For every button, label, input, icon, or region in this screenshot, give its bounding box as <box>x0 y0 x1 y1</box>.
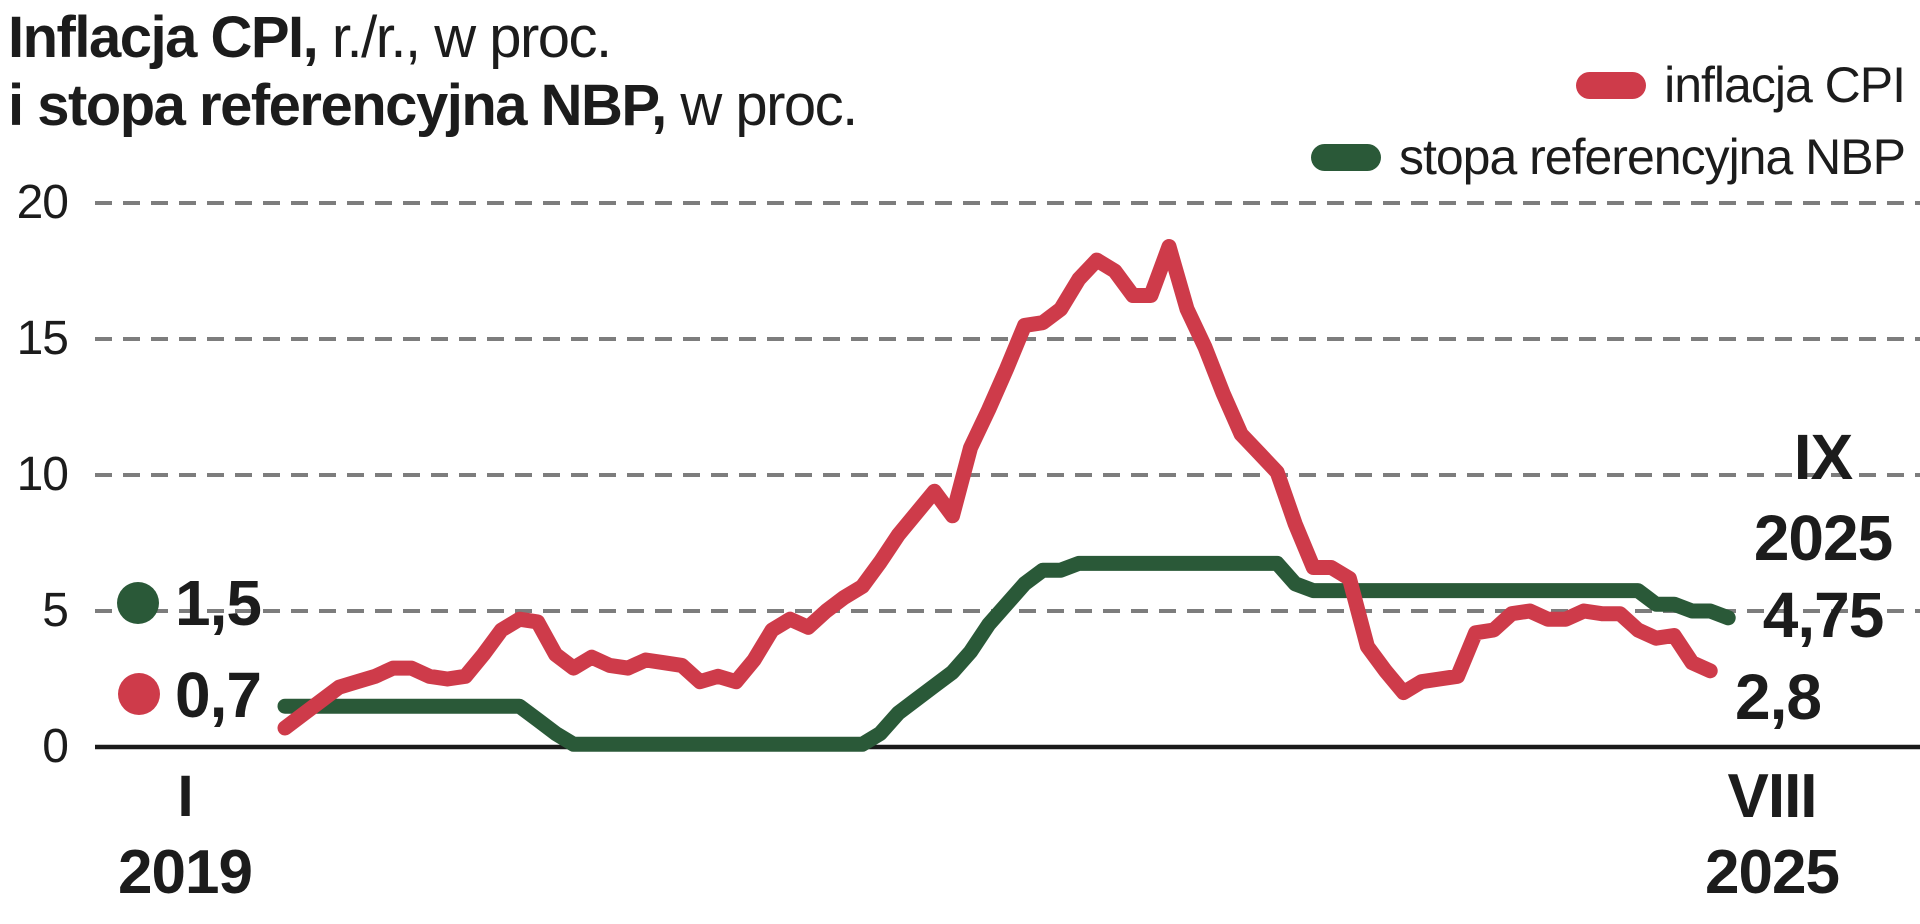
y-tick-label-15: 15 <box>16 312 69 365</box>
y-tick-label-0: 0 <box>42 720 69 773</box>
cpi-start-value: 0,7 <box>175 659 262 731</box>
title-line1-bold: Inflacja CPI, <box>8 5 319 70</box>
end-month-label: IX <box>1793 421 1853 493</box>
title-line2-rest: w proc. <box>665 73 858 138</box>
cpi-legend-label: inflacja CPI <box>1664 57 1906 113</box>
rate-end-value: 4,75 <box>1762 579 1885 651</box>
series-line-inflacja-CPI <box>277 239 1718 736</box>
title-line2-bold: i stopa referencyjna NBP, <box>8 73 667 138</box>
y-tick-label-10: 10 <box>16 448 69 501</box>
end-year-label: 2025 <box>1753 502 1893 574</box>
rate-start-dot <box>117 582 159 624</box>
legend-item-rate: stopa referencyjna NBP <box>1310 128 1906 186</box>
x-axis-left-month: I <box>177 764 193 829</box>
chart-title-line1: Inflacja CPI, r./r., w proc. <box>8 4 857 72</box>
chart-title-line2: i stopa referencyjna NBP, w proc. <box>8 72 858 140</box>
rate-start-value: 1,5 <box>175 567 262 639</box>
legend-item-cpi: inflacja CPI <box>1576 56 1906 114</box>
rate-legend-swatch <box>1310 143 1381 171</box>
cpi-start-dot <box>118 673 160 715</box>
y-tick-label-20: 20 <box>16 176 69 229</box>
title-line1-rest: r./r., w proc. <box>317 5 612 70</box>
x-axis-left-year: 2019 <box>118 838 253 907</box>
series-line-stopa-referencyjna-NBP <box>277 555 1736 752</box>
cpi-legend-swatch <box>1576 71 1647 99</box>
x-axis-right-year: 2025 <box>1705 838 1840 907</box>
x-axis-right-month: VIII <box>1727 762 1817 831</box>
y-tick-label-5: 5 <box>42 584 69 637</box>
chart-title: Inflacja CPI, r./r., w proc. i stopa ref… <box>8 4 858 140</box>
cpi-end-value: 2,8 <box>1735 661 1822 733</box>
rate-legend-label: stopa referencyjna NBP <box>1398 129 1906 185</box>
